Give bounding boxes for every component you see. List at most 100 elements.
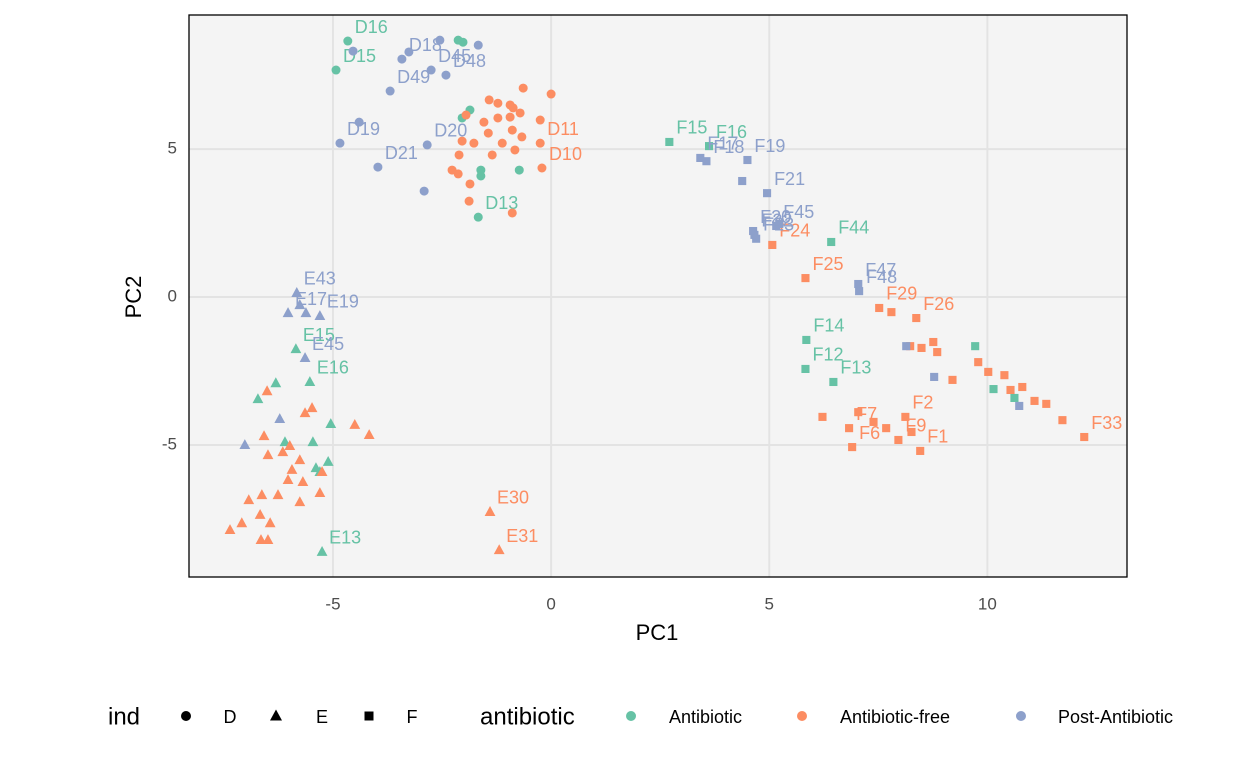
point: [435, 35, 445, 45]
point: [279, 436, 291, 447]
point: [1010, 393, 1019, 403]
point-label: F22: [761, 211, 792, 231]
point: [261, 385, 273, 396]
point-label: F18: [713, 137, 744, 157]
x-axis-title: PC1: [636, 620, 679, 645]
point: [299, 407, 311, 418]
point: [454, 150, 464, 160]
point: [738, 176, 747, 186]
legend: D E F Antibiotic Antibiotic-free Post-Antibio…: [181, 707, 1173, 727]
point: [1058, 416, 1067, 425]
point: [929, 337, 938, 347]
point: [518, 83, 528, 93]
point: [916, 446, 925, 455]
point-label: D21: [385, 143, 418, 163]
point: [316, 545, 328, 556]
legend-swatch: [797, 711, 807, 721]
point: [801, 364, 810, 374]
point: [469, 138, 479, 148]
point: [255, 534, 267, 545]
point: [854, 408, 863, 417]
point: [917, 343, 926, 352]
point: [331, 65, 341, 75]
point-label: E19: [327, 292, 359, 312]
point: [763, 189, 772, 198]
point: [397, 54, 407, 64]
point: [262, 449, 274, 460]
point: [752, 234, 761, 243]
point: [507, 208, 517, 218]
point: [933, 348, 942, 357]
point: [453, 169, 463, 179]
point: [487, 150, 497, 160]
point: [348, 46, 358, 56]
point: [243, 494, 255, 505]
point: [294, 496, 306, 507]
point: [404, 47, 414, 57]
point: [297, 476, 309, 487]
point: [902, 342, 911, 351]
point: [252, 393, 264, 404]
point-label: F48: [866, 267, 897, 287]
point: [869, 417, 878, 426]
point: [385, 86, 395, 96]
point: [845, 424, 854, 433]
point: [1018, 382, 1027, 392]
shape-legend-title: ind: [108, 703, 140, 730]
y-tick-label: 5: [168, 139, 177, 158]
point: [493, 98, 503, 108]
point-label: F16: [716, 122, 747, 142]
point: [514, 165, 524, 175]
point: [507, 125, 517, 135]
color-legend-title: antibiotic: [480, 703, 575, 730]
point: [1080, 432, 1089, 442]
point: [989, 385, 998, 394]
point: [479, 117, 489, 127]
point-label: D19: [347, 119, 380, 139]
point: [912, 313, 921, 323]
grid: [189, 15, 1127, 577]
point: [882, 424, 891, 433]
point: [508, 103, 518, 113]
point: [484, 506, 496, 516]
legend-label: Antibiotic: [669, 707, 742, 727]
point-label: D49: [397, 67, 430, 87]
point: [457, 136, 467, 146]
point-label: F45: [783, 202, 814, 222]
legend-swatch: [626, 711, 636, 721]
panel-border: [188, 14, 1128, 578]
point: [461, 110, 471, 120]
point: [493, 544, 505, 555]
point: [277, 446, 289, 457]
point-label: D18: [409, 35, 442, 55]
point-label: F26: [923, 294, 954, 314]
point: [894, 435, 903, 445]
point: [373, 162, 383, 172]
point: [887, 308, 896, 317]
point: [236, 517, 248, 528]
point: [510, 145, 520, 155]
point: [775, 219, 784, 228]
legend-swatch: [1016, 711, 1026, 721]
point: [307, 436, 319, 447]
point: [1000, 371, 1009, 380]
point-label: D11: [547, 119, 579, 139]
legend-label: F: [407, 707, 418, 727]
point-label: F1: [927, 427, 948, 447]
point-label: D15: [343, 46, 376, 66]
point: [535, 115, 545, 125]
point: [875, 303, 884, 313]
point: [854, 279, 863, 289]
point: [535, 138, 545, 148]
point: [768, 240, 777, 249]
point: [546, 89, 556, 99]
point: [1030, 396, 1039, 405]
point: [258, 430, 270, 441]
point-label: E15: [303, 325, 335, 345]
point-label: E30: [497, 488, 529, 508]
plot-panel: [189, 15, 1127, 577]
point: [802, 335, 811, 344]
point: [282, 307, 294, 318]
